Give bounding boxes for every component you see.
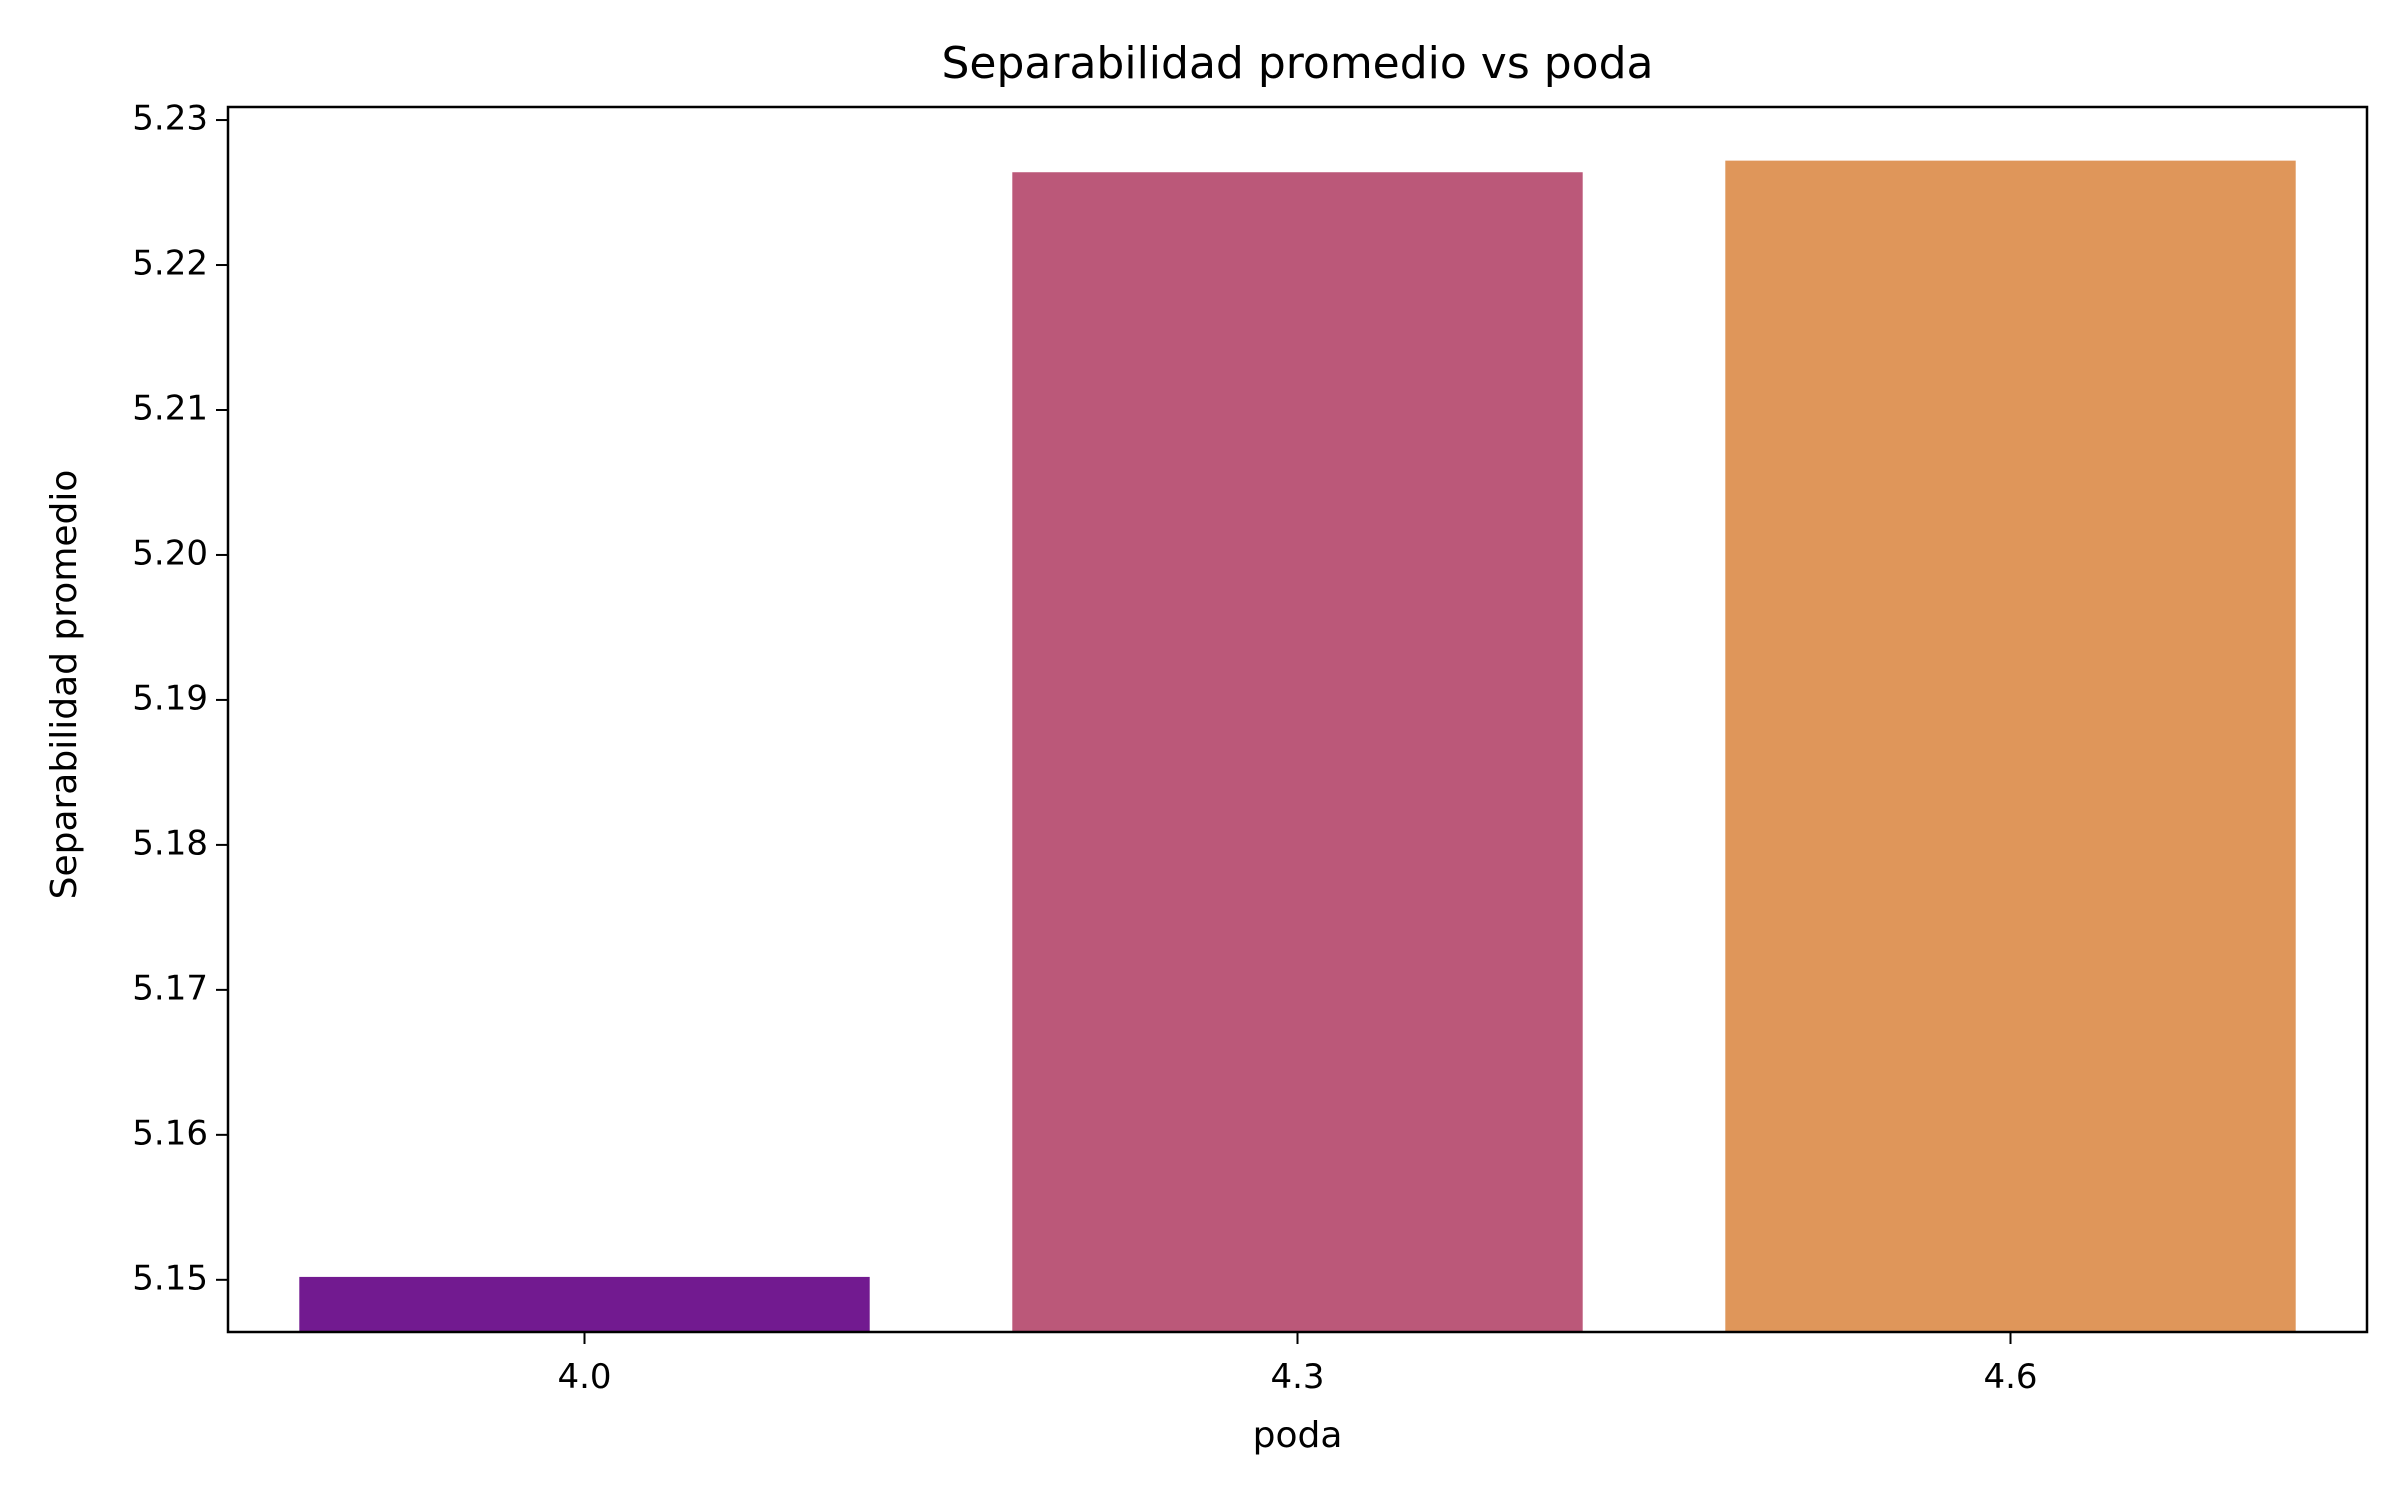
bars-layer	[299, 160, 2296, 1333]
y-tick-label: 5.22	[132, 244, 208, 284]
x-tick-label: 4.3	[1270, 1357, 1324, 1397]
x-axis: 4.0 4.3 4.6	[557, 1332, 2038, 1397]
chart-title: Separabilidad promedio vs poda	[941, 38, 1653, 89]
y-tick-label: 5.19	[132, 678, 208, 718]
y-tick-label: 5.23	[132, 99, 208, 139]
bar-4.6	[1725, 160, 2296, 1333]
bar-4.0	[299, 1276, 870, 1332]
y-tick-label: 5.16	[132, 1113, 208, 1153]
y-axis: 5.15 5.16 5.17 5.18 5.19 5.20 5.21 5.22 5.23	[132, 99, 228, 1298]
y-tick-label: 5.18	[132, 823, 208, 863]
y-tick-label: 5.17	[132, 968, 208, 1008]
y-axis-label: Separabilidad promedio	[44, 470, 85, 900]
x-tick-label: 4.0	[557, 1357, 611, 1397]
y-tick-label: 5.21	[132, 388, 208, 428]
x-tick-label: 4.6	[1983, 1357, 2037, 1397]
y-tick-label: 5.20	[132, 533, 208, 573]
x-axis-label: poda	[1253, 1415, 1343, 1456]
bar-4.3	[1012, 172, 1583, 1332]
y-tick-label: 5.15	[132, 1258, 208, 1298]
